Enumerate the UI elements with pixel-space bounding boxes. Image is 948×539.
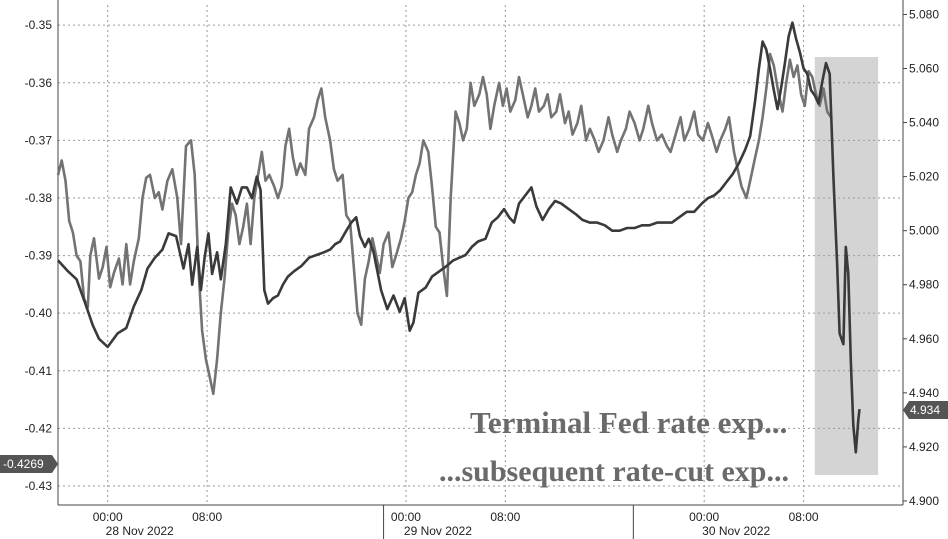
y-left-tick-label: -0.42 <box>25 421 53 435</box>
right-last-value-badge <box>903 401 948 419</box>
y-left-tick-label: -0.41 <box>25 364 53 378</box>
series-line-right-axis <box>57 21 861 454</box>
y-right-tick-label: 5.080 <box>909 7 939 21</box>
x-tick-label: 08:00 <box>789 510 819 524</box>
x-date-label: 28 Nov 2022 <box>106 524 174 538</box>
y-right-tick-label: 5.040 <box>909 116 939 130</box>
y-left-tick-label: -0.40 <box>25 306 53 320</box>
y-right-tick-label: 4.960 <box>909 332 939 346</box>
x-tick-label: 00:00 <box>93 510 123 524</box>
y-right-tick-label: 4.980 <box>909 278 939 292</box>
y-left-tick-label: -0.35 <box>25 18 53 32</box>
annotation-layer: Terminal Fed rate exp... ...subsequent r… <box>439 405 789 488</box>
y-left-tick-label: -0.36 <box>25 76 53 90</box>
y-left-tick-label: -0.43 <box>25 479 53 493</box>
x-tick-label: 08:00 <box>192 510 222 524</box>
y-left-tick-label: -0.38 <box>25 191 53 205</box>
right-last-value-label: 4.934 <box>910 403 940 417</box>
x-tick-label: 00:00 <box>391 510 421 524</box>
left-last-value-badge <box>0 455 58 473</box>
y-right-tick-label: 4.920 <box>909 440 939 454</box>
x-tick-label: 00:00 <box>689 510 719 524</box>
x-date-label: 29 Nov 2022 <box>404 524 472 538</box>
series-layer <box>56 21 861 454</box>
annotation-rate-cut: ...subsequent rate-cut exp... <box>439 455 789 488</box>
x-tick-label: 08:00 <box>490 510 520 524</box>
y-right-tick-label: 5.000 <box>909 224 939 238</box>
grid-layer <box>58 5 903 505</box>
axes-layer: -0.35 -0.36 -0.37 -0.38 -0.39 -0.40 -0.41 -0.42… <box>25 0 939 539</box>
y-right-tick-label: 4.940 <box>909 386 939 400</box>
left-last-value-label: -0.4269 <box>3 457 44 471</box>
last-value-badges: -0.4269 4.934 <box>0 401 948 473</box>
y-right-tick-label: 5.020 <box>909 170 939 184</box>
annotation-terminal-fed: Terminal Fed rate exp... <box>470 405 787 440</box>
y-right-tick-label: 4.900 <box>909 494 939 508</box>
y-left-tick-label: -0.39 <box>25 249 53 263</box>
y-right-tick-label: 5.060 <box>909 62 939 76</box>
x-date-label: 30 Nov 2022 <box>702 524 770 538</box>
y-left-tick-label: -0.37 <box>25 133 53 147</box>
series-line-left-axis <box>56 52 832 396</box>
